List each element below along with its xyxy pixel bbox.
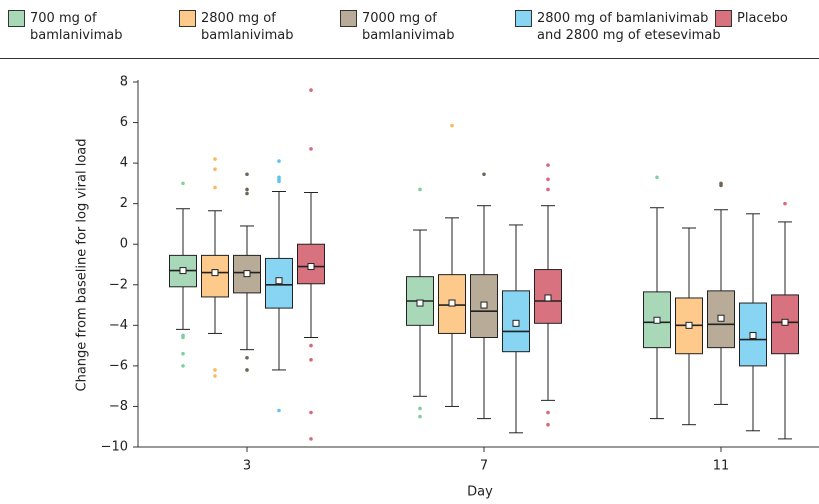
mean	[307, 263, 315, 271]
outlier	[309, 437, 313, 441]
outlier	[450, 123, 454, 128]
x-tick-label: 11	[713, 459, 730, 474]
box	[201, 254, 229, 298]
legend-label: 2800 mg of bamlanivimab	[201, 11, 294, 43]
y-tick-label: −4	[109, 318, 128, 333]
outlier	[546, 163, 550, 167]
legend-item: 2800 mg of bamlanivimab and 2800 mg of e…	[515, 10, 722, 44]
legend-label: 2800 mg of bamlanivimab and 2800 mg of e…	[537, 11, 721, 43]
legend-swatch	[8, 10, 25, 27]
outlier	[181, 351, 185, 356]
outlier	[309, 343, 313, 348]
outlier	[181, 364, 185, 368]
y-tick-label: −8	[109, 399, 128, 414]
x-axis-label: Day	[467, 485, 493, 500]
legend-label: 7000 mg of bamlanivimab	[362, 11, 455, 43]
outlier	[719, 183, 723, 188]
outlier	[277, 179, 281, 184]
outlier	[245, 172, 249, 177]
outlier	[213, 167, 217, 171]
legend-swatch	[515, 10, 532, 27]
outlier	[546, 410, 550, 415]
legend-swatch	[340, 10, 357, 27]
mean	[685, 321, 693, 329]
outlier	[277, 408, 281, 413]
outlier	[245, 368, 249, 372]
mean	[275, 277, 283, 285]
legend-label: Placebo	[737, 11, 788, 26]
mean	[717, 314, 725, 322]
y-axis-label: Change from baseline for log viral load	[75, 139, 90, 392]
legend-item: 700 mg of bamlanivimab	[8, 10, 170, 44]
outlier	[181, 181, 185, 186]
outlier	[277, 159, 281, 163]
outlier	[418, 414, 422, 419]
y-tick-label: 6	[120, 115, 128, 130]
box	[438, 274, 466, 334]
y-tick-label: 8	[120, 75, 128, 90]
outlier	[245, 187, 249, 192]
x-tick-label: 7	[480, 459, 488, 474]
outlier	[245, 355, 249, 360]
outlier	[655, 175, 659, 180]
mean	[448, 299, 456, 307]
legend-swatch	[179, 10, 196, 27]
outlier	[546, 422, 550, 427]
mean	[781, 318, 789, 326]
legend: 700 mg of bamlanivimab 2800 mg of bamlani…	[0, 0, 819, 59]
outlier	[546, 177, 550, 182]
outlier	[181, 335, 185, 340]
mean	[749, 331, 757, 339]
outlier	[418, 406, 422, 411]
outlier	[213, 374, 217, 378]
outlier	[309, 358, 313, 362]
legend-swatch	[715, 10, 732, 27]
outlier	[482, 172, 486, 177]
outlier	[309, 147, 313, 151]
mean	[243, 270, 251, 278]
outlier	[783, 201, 787, 206]
mean	[544, 294, 552, 302]
x-tick-label: 3	[243, 459, 251, 474]
mean	[416, 299, 424, 307]
outlier	[245, 191, 249, 196]
outlier	[213, 368, 217, 372]
legend-item: 7000 mg of bamlanivimab	[340, 10, 512, 44]
outlier	[309, 410, 313, 415]
legend-item: 2800 mg of bamlanivimab	[179, 10, 341, 44]
outlier	[546, 187, 550, 192]
mean	[179, 267, 187, 275]
mean	[480, 301, 488, 309]
y-tick-label: 4	[120, 156, 128, 171]
y-tick-label: 2	[120, 196, 128, 211]
mean	[211, 269, 219, 277]
outlier	[418, 187, 422, 192]
y-tick-label: 0	[120, 237, 128, 252]
mean	[512, 319, 520, 327]
outlier	[213, 157, 217, 161]
legend-item: Placebo	[715, 10, 819, 27]
legend-label: 700 mg of bamlanivimab	[30, 11, 123, 43]
y-tick-label: −2	[109, 277, 128, 292]
y-tick-label: −6	[109, 358, 128, 373]
outlier	[309, 88, 313, 92]
outlier	[213, 185, 217, 190]
y-tick-label: −10	[101, 440, 128, 455]
mean	[653, 316, 661, 324]
